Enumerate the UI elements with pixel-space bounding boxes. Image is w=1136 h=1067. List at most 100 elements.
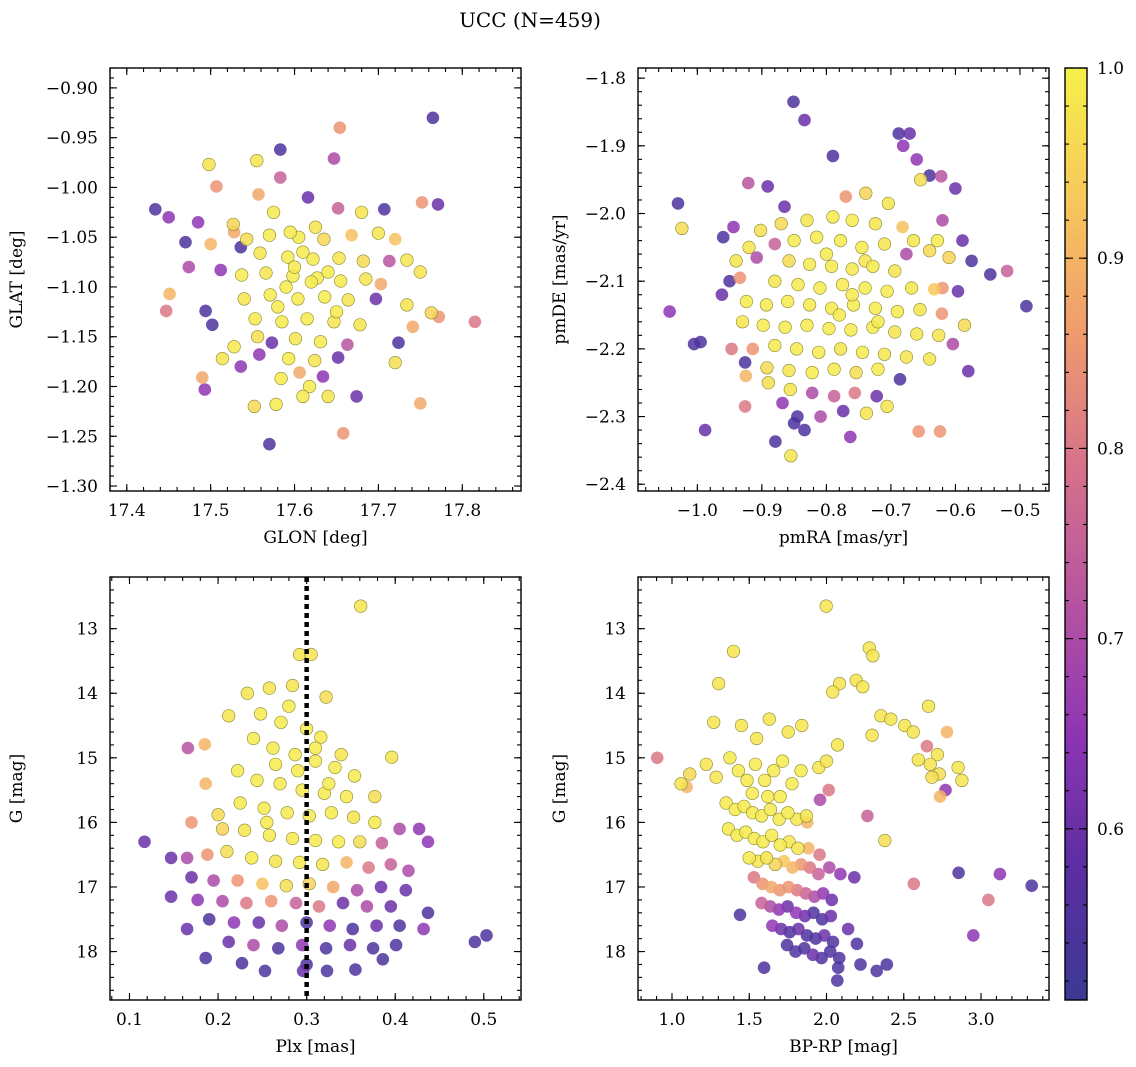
scatter-point — [240, 232, 254, 246]
scatter-point — [281, 250, 295, 264]
scatter-point — [402, 864, 415, 878]
scatter-point — [250, 773, 264, 788]
scatter-point — [739, 294, 754, 309]
scatter-point — [775, 754, 790, 768]
scatter-point — [400, 253, 414, 267]
scatter-point — [805, 366, 819, 380]
scatter-point — [368, 815, 382, 830]
scatter-point — [740, 773, 754, 788]
scatter-point — [650, 751, 664, 765]
scatter-point — [253, 246, 267, 260]
scatter-point — [354, 599, 368, 613]
scatter-point — [956, 234, 969, 247]
scatter-point — [723, 751, 737, 765]
scatter-point — [813, 281, 827, 295]
scatter-point — [687, 337, 701, 351]
scatter-point — [303, 379, 317, 394]
colorbar-tick-label: 0.9 — [1097, 249, 1124, 269]
scatter-point — [800, 213, 814, 227]
scatter-point — [238, 823, 252, 837]
scatter-point — [822, 783, 835, 797]
y-tick-label: −2.0 — [585, 205, 626, 225]
figure-title: UCC (N=459) — [459, 8, 601, 32]
scatter-point — [663, 305, 676, 318]
scatter-point — [913, 303, 927, 317]
scatter-point — [269, 397, 283, 412]
scatter-point — [285, 831, 300, 846]
x-axis-label: GLON [deg] — [263, 528, 367, 548]
scatter-point — [163, 287, 176, 301]
scatter-point — [925, 770, 939, 784]
scatter-point — [274, 171, 287, 184]
scatter-point — [336, 427, 350, 440]
scatter-point — [848, 871, 861, 884]
y-tick-label: 17 — [76, 878, 98, 898]
scatter-point — [201, 848, 214, 861]
y-tick-label: −1.8 — [585, 69, 626, 89]
panel-top-right: −1.0 −0.9 −0.8 −0.7 −0.6 −0.5 −1.8 −1.9 −2.0 −2.1… — [550, 67, 1050, 548]
scatter-point — [868, 217, 883, 231]
x-tick-label: −1.0 — [677, 501, 718, 521]
scatter-point — [888, 264, 902, 278]
scatter-point — [289, 896, 303, 910]
scatter-point — [248, 312, 262, 326]
scatter-point — [957, 318, 972, 332]
scatter-point — [768, 237, 782, 251]
scatter-point — [906, 234, 921, 248]
scatter-point — [836, 404, 850, 418]
x-tick-label: 0.5 — [470, 1010, 497, 1030]
y-tick-label: −2.1 — [585, 272, 626, 292]
scatter-point — [366, 942, 380, 955]
scatter-point — [787, 234, 801, 248]
y-tick-label: 13 — [604, 620, 626, 640]
scatter-point — [841, 922, 855, 936]
scatter-point — [768, 274, 782, 288]
scatter-point — [731, 764, 746, 778]
y-tick-label: 17 — [604, 878, 626, 898]
scatter-point — [671, 197, 685, 210]
scatter-point — [191, 893, 204, 907]
y-tick-label: −0.90 — [46, 79, 98, 99]
scatter-point — [786, 861, 799, 874]
scatter-point — [715, 288, 729, 302]
scatter-point — [369, 292, 383, 306]
scatter-point — [257, 801, 271, 815]
scatter-point — [993, 867, 1007, 881]
scatter-point — [226, 217, 240, 231]
scatter-point — [756, 318, 770, 332]
scatter-point — [340, 856, 353, 869]
scatter-point — [353, 318, 367, 332]
scatter-point — [251, 330, 265, 344]
scatter-point — [823, 861, 836, 874]
scatter-point — [781, 725, 795, 739]
scatter-point — [769, 435, 782, 448]
scatter-point — [778, 320, 792, 334]
scatter-point — [345, 228, 358, 242]
scatter-point — [308, 833, 323, 848]
scatter-point — [934, 170, 948, 183]
scatter-point — [930, 747, 945, 762]
scatter-point — [235, 268, 249, 282]
scatter-point — [207, 874, 220, 887]
scatter-point — [802, 841, 815, 855]
scatter-point — [388, 232, 402, 246]
scatter-point — [274, 715, 288, 729]
scatter-point — [274, 143, 287, 156]
scatter-point — [198, 738, 212, 751]
scatter-point — [265, 336, 279, 350]
scatter-point — [421, 906, 435, 920]
scatter-point — [304, 275, 318, 289]
scatter-point — [967, 929, 980, 942]
scatter-point — [892, 127, 905, 140]
scatter-point — [417, 922, 430, 936]
x-tick-label: 17.4 — [108, 501, 146, 521]
scatter-point — [272, 942, 285, 955]
panel-bottom-right: 1.0 1.5 2.0 2.5 3.0 13 14 15 16 17 18 BP-RP [mag] G … — [550, 576, 1050, 1057]
scatter-point — [819, 599, 833, 613]
scatter-point — [334, 274, 348, 288]
scatter-point — [827, 362, 841, 376]
scatter-point — [750, 731, 764, 746]
scatter-point — [269, 757, 283, 771]
scatter-point — [765, 828, 779, 842]
y-tick-label: −2.2 — [585, 340, 626, 360]
